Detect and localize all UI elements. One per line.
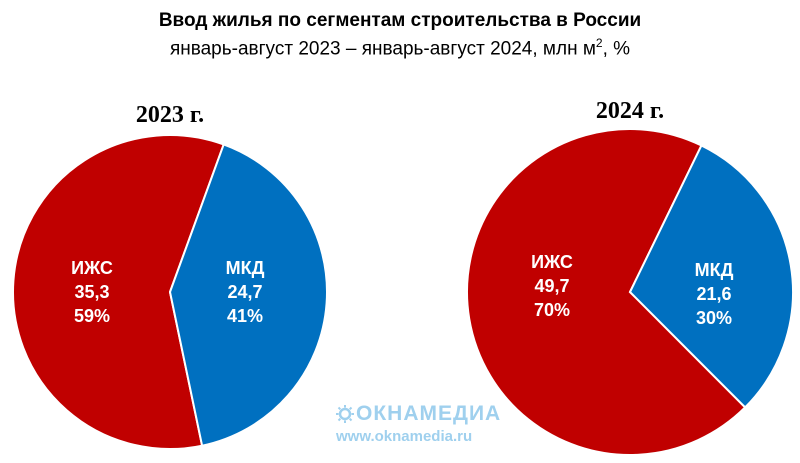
- watermark-url: www.oknamedia.ru: [336, 428, 473, 445]
- pie-slice-izhs: [466, 128, 747, 456]
- watermark-logo: ОКНАМЕДИА: [336, 402, 536, 426]
- slice-percent-label: 59%: [74, 306, 110, 326]
- slice-percent-label: 70%: [534, 300, 570, 320]
- sun-icon: [336, 405, 354, 423]
- chart-subtitle: январь-август 2023 – январь-август 2024,…: [0, 36, 800, 60]
- pie-slice-mkd: [168, 143, 328, 447]
- pie-chart-2024: 2024 г. ИЖС 49,7 70% МКД 21,6 30%: [466, 98, 794, 456]
- slice-category-label: МКД: [226, 258, 265, 278]
- subtitle-tail: , %: [602, 38, 631, 60]
- slice-category-label: ИЖС: [531, 252, 573, 272]
- slice-value-label: 24,7: [227, 282, 262, 302]
- slice-category-label: ИЖС: [71, 258, 113, 278]
- slice-percent-label: 30%: [696, 308, 732, 328]
- pie-slice-mkd: [628, 144, 794, 409]
- slice-category-label: МКД: [695, 260, 734, 280]
- subtitle-text: январь-август 2023 – январь-август 2024,…: [169, 38, 596, 60]
- watermark-logo-text: ОКНАМЕДИА: [356, 402, 502, 425]
- pie-slice-izhs: [12, 134, 225, 450]
- slice-value-label: 35,3: [74, 282, 109, 302]
- watermark: ОКНАМЕДИА www.oknamedia.ru: [336, 402, 536, 445]
- slice-percent-label: 41%: [227, 306, 263, 326]
- subtitle-superscript: 2: [595, 36, 603, 50]
- slice-value-label: 49,7: [534, 276, 569, 296]
- pie-chart-2023: 2023 г. ИЖС 35,3 59% МКД 24,7 41%: [12, 102, 328, 450]
- chart-title: Ввод жилья по сегментам строительства в …: [158, 10, 642, 31]
- pie-year-label: 2023 г.: [136, 102, 204, 128]
- pie-year-label: 2024 г.: [596, 98, 664, 124]
- slice-value-label: 21,6: [696, 284, 731, 304]
